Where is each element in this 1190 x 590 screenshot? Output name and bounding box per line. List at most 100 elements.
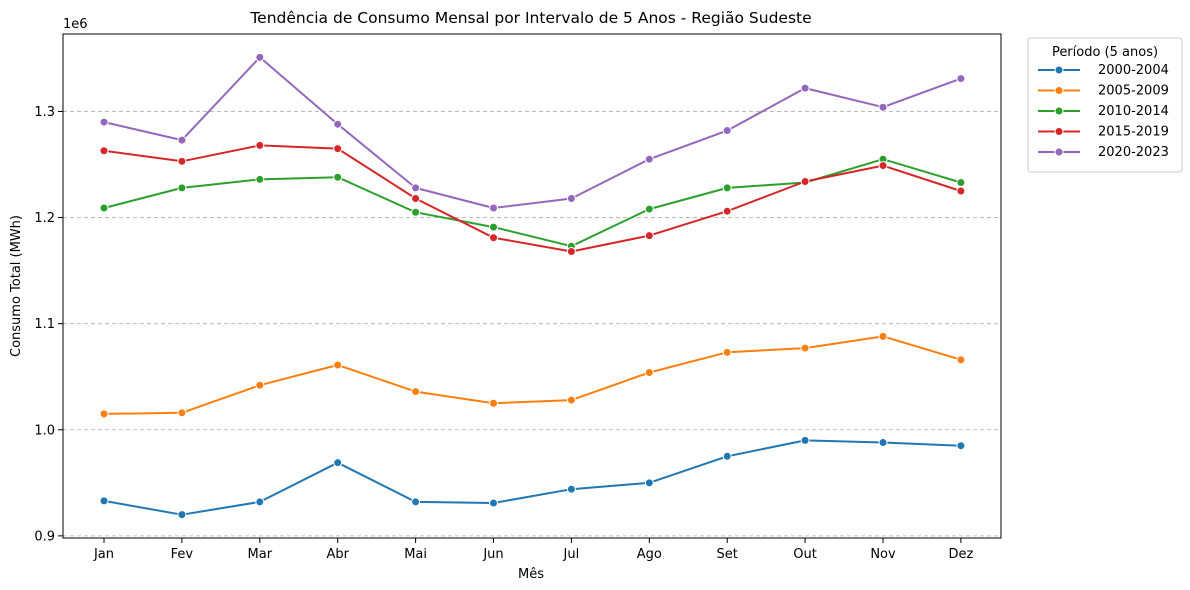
data-point bbox=[99, 496, 109, 506]
x-tick-label: Set bbox=[717, 547, 738, 562]
data-point bbox=[722, 206, 732, 216]
data-point bbox=[99, 409, 109, 419]
series-line bbox=[103, 56, 962, 209]
x-axis: Jan Fev Mar Abr Mai Jun Jul Ago Set Out Nov Dez bbox=[93, 538, 973, 562]
x-tick-label: Out bbox=[793, 547, 817, 562]
legend-label: 2020-2023 bbox=[1098, 145, 1169, 160]
series-2005-2009 bbox=[99, 331, 966, 419]
data-point bbox=[411, 387, 421, 397]
y-offset-text: 1e6 bbox=[63, 17, 88, 32]
legend-marker bbox=[1054, 147, 1064, 157]
data-point bbox=[878, 102, 888, 112]
data-point bbox=[177, 183, 187, 193]
x-tick-label: Abr bbox=[326, 547, 349, 562]
data-point bbox=[956, 178, 966, 188]
x-axis-label: Mês bbox=[518, 567, 544, 582]
data-point bbox=[722, 126, 732, 136]
data-point bbox=[333, 172, 343, 182]
data-point bbox=[956, 441, 966, 451]
legend-marker bbox=[1054, 127, 1064, 136]
series-2020-2023 bbox=[99, 52, 966, 213]
data-point bbox=[411, 497, 421, 507]
series-line bbox=[103, 439, 961, 516]
legend-label: 2015-2019 bbox=[1098, 125, 1169, 140]
y-tick-label: 1.0 bbox=[34, 423, 55, 438]
y-axis-label: Consumo Total (MWh) bbox=[9, 215, 24, 357]
data-point bbox=[177, 510, 187, 520]
data-point bbox=[644, 231, 654, 241]
data-point bbox=[644, 367, 654, 377]
data-point bbox=[99, 117, 109, 127]
data-point bbox=[489, 233, 498, 243]
data-point bbox=[333, 119, 343, 129]
data-point bbox=[255, 52, 265, 62]
legend-label: 2005-2009 bbox=[1098, 84, 1169, 99]
legend-items: 2000-2004 2005-2009 2010-2014 2015-2019 2020… bbox=[1038, 63, 1169, 160]
data-point bbox=[878, 161, 888, 171]
data-point bbox=[956, 74, 966, 84]
data-point bbox=[411, 193, 421, 203]
legend-label: 2010-2014 bbox=[1098, 104, 1169, 119]
data-point bbox=[255, 174, 265, 184]
legend: Período (5 anos) 2000-2004 2005-2009 2010-… bbox=[1027, 37, 1183, 173]
x-tick-label: Ago bbox=[637, 547, 662, 562]
legend-marker bbox=[1054, 65, 1064, 75]
data-point bbox=[644, 478, 654, 488]
data-point bbox=[411, 207, 421, 217]
data-point bbox=[255, 497, 265, 507]
y-axis: 0.9 1.0 1.1 1.2 1.3 bbox=[34, 105, 63, 544]
data-point bbox=[255, 140, 265, 150]
x-tick-label: Nov bbox=[870, 547, 896, 562]
data-point bbox=[411, 183, 421, 193]
data-point bbox=[878, 438, 888, 448]
data-point bbox=[566, 247, 576, 257]
data-point bbox=[99, 203, 109, 213]
y-tick-label: 0.9 bbox=[34, 529, 55, 544]
data-point bbox=[722, 347, 732, 357]
data-point bbox=[99, 146, 109, 156]
x-tick-label: Mar bbox=[248, 547, 273, 562]
legend-marker bbox=[1054, 86, 1064, 95]
x-tick-label: Fev bbox=[171, 547, 194, 562]
x-tick-label: Mai bbox=[404, 547, 427, 562]
data-point bbox=[800, 83, 810, 93]
series-2000-2004 bbox=[99, 435, 966, 520]
data-point bbox=[177, 135, 187, 145]
data-point bbox=[333, 458, 343, 468]
series-line bbox=[103, 335, 962, 415]
chart-title: Tendência de Consumo Mensal por Interval… bbox=[249, 9, 811, 27]
series-line bbox=[103, 144, 962, 253]
legend-frame bbox=[1027, 37, 1183, 173]
data-point bbox=[956, 186, 966, 196]
data-point bbox=[566, 193, 576, 203]
x-tick-label: Jun bbox=[482, 547, 503, 562]
data-point bbox=[333, 144, 343, 154]
legend-item: 2005-2009 bbox=[1038, 84, 1169, 99]
data-point bbox=[644, 154, 654, 164]
y-tick-label: 1.1 bbox=[34, 317, 55, 332]
data-point bbox=[489, 203, 498, 213]
legend-item: 2015-2019 bbox=[1038, 125, 1169, 140]
data-point bbox=[177, 408, 187, 418]
data-point bbox=[177, 156, 187, 166]
data-point bbox=[255, 380, 265, 390]
data-point bbox=[489, 498, 498, 508]
data-point bbox=[800, 435, 810, 445]
legend-item: 2000-2004 bbox=[1038, 63, 1169, 78]
legend-marker bbox=[1054, 106, 1064, 116]
data-point bbox=[800, 176, 810, 186]
data-point bbox=[878, 331, 888, 341]
data-point bbox=[489, 222, 498, 232]
data-point bbox=[489, 398, 498, 408]
legend-title: Período (5 anos) bbox=[1052, 45, 1158, 60]
legend-item: 2010-2014 bbox=[1038, 104, 1169, 119]
data-point bbox=[566, 484, 576, 494]
data-point bbox=[800, 343, 810, 353]
series-2015-2019 bbox=[99, 140, 966, 257]
plot-frame bbox=[62, 33, 1002, 539]
data-point bbox=[722, 451, 732, 461]
grid-lines bbox=[63, 111, 1001, 537]
x-tick-label: Jan bbox=[93, 547, 114, 562]
series-lines bbox=[99, 52, 966, 520]
